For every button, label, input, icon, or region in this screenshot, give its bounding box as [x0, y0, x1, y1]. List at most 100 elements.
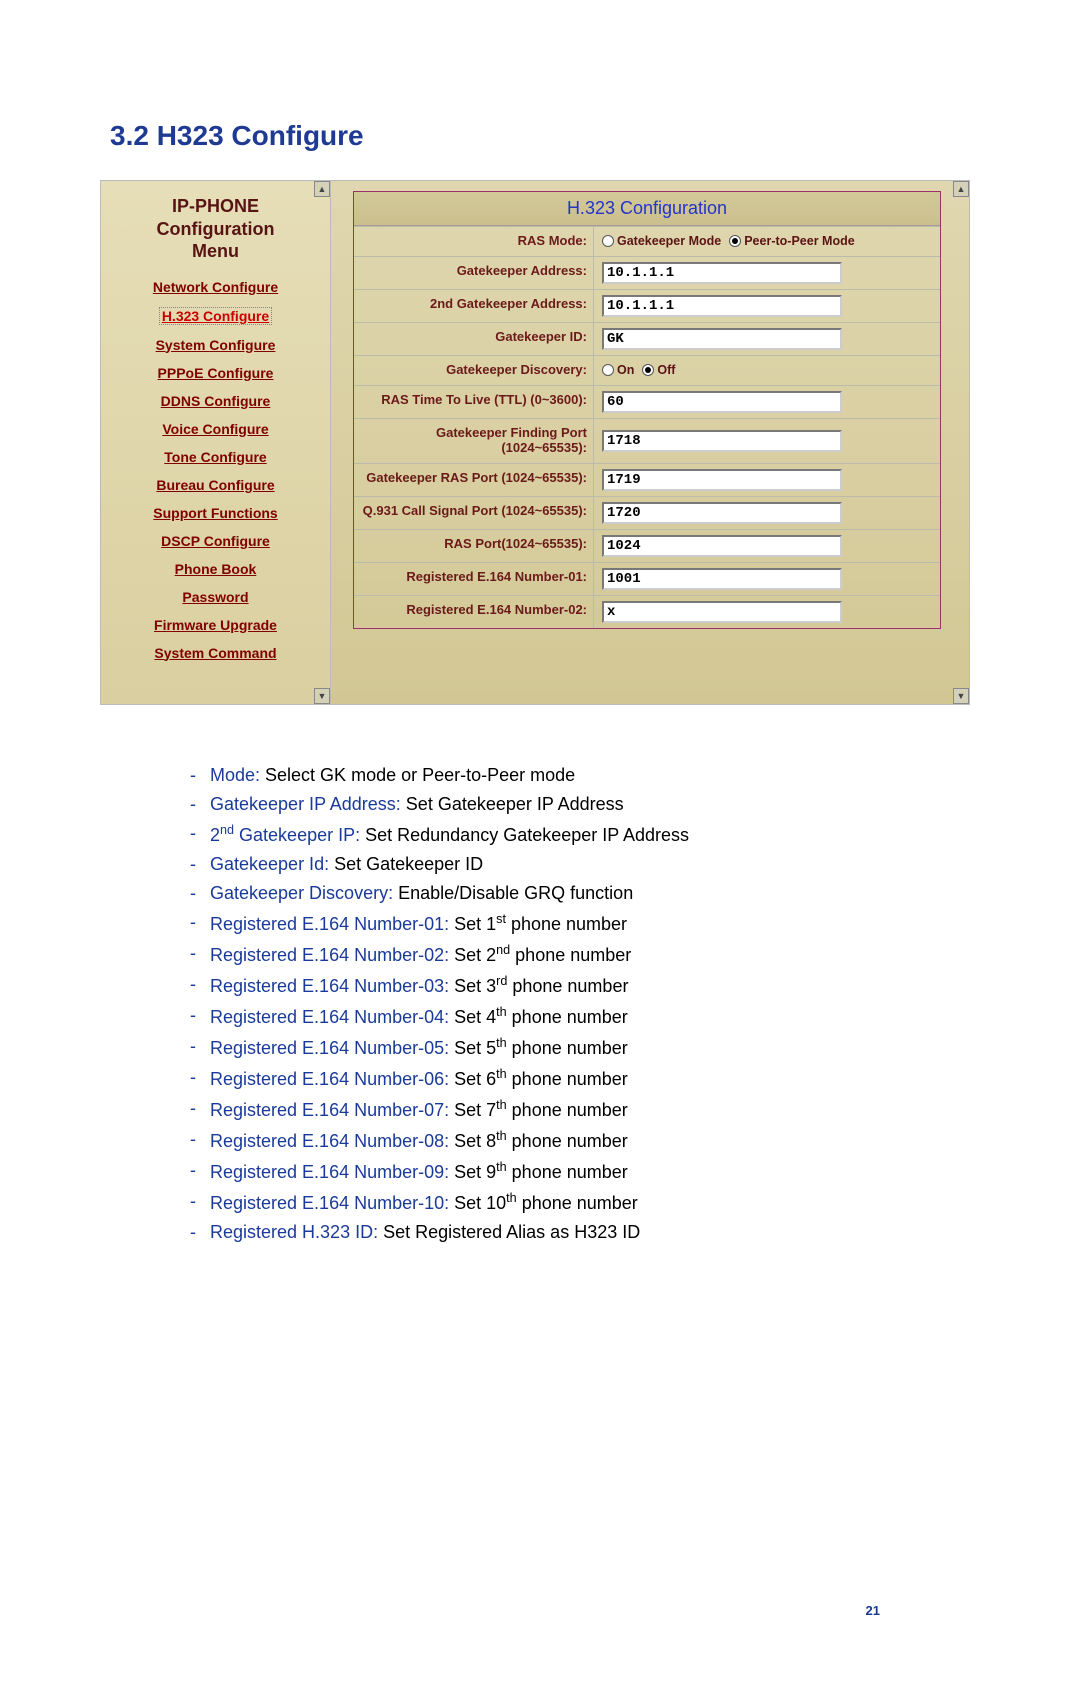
desc-item: -Registered E.164 Number-03: Set 3rd pho…: [190, 974, 980, 997]
desc-term: Registered E.164 Number-02:: [210, 945, 449, 965]
desc-item: -Gatekeeper Discovery: Enable/Disable GR…: [190, 883, 980, 904]
desc-item: -Registered E.164 Number-08: Set 8th pho…: [190, 1129, 980, 1152]
radio-on-icon: [642, 364, 654, 376]
desc-item: -Registered E.164 Number-07: Set 7th pho…: [190, 1098, 980, 1121]
h323-form: H.323 Configuration RAS Mode: Gatekeeper…: [353, 191, 941, 629]
label-gk-id: Gatekeeper ID:: [354, 323, 594, 355]
input-gk-addr2[interactable]: [602, 295, 842, 317]
row-gk-find-port: Gatekeeper Finding Port (1024~65535):: [354, 418, 940, 463]
sidebar-menu: Network Configure H.323 Configure System C…: [101, 275, 330, 661]
desc-text: Set Redundancy Gatekeeper IP Address: [360, 825, 689, 845]
dash: -: [190, 794, 210, 815]
sidebar-item[interactable]: System Command: [154, 645, 276, 661]
dash: -: [190, 1067, 210, 1090]
dash: -: [190, 854, 210, 875]
radio-disc-off[interactable]: Off: [642, 363, 675, 377]
desc-text: Set 6th phone number: [449, 1069, 628, 1089]
sidebar-item[interactable]: H.323 Configure: [159, 307, 272, 325]
desc-text: Set 9th phone number: [449, 1162, 628, 1182]
desc-text: Set 7th phone number: [449, 1100, 628, 1120]
sidebar-item[interactable]: Tone Configure: [164, 449, 266, 465]
sidebar-item[interactable]: System Configure: [156, 337, 276, 353]
dash: -: [190, 974, 210, 997]
desc-text: Set Registered Alias as H323 ID: [378, 1222, 640, 1242]
row-ras-mode: RAS Mode: Gatekeeper Mode Peer-to-Peer M…: [354, 226, 940, 256]
page-number: 21: [866, 1603, 880, 1618]
radio-peer-mode[interactable]: Peer-to-Peer Mode: [729, 234, 854, 248]
label-q931-port: Q.931 Call Signal Port (1024~65535):: [354, 497, 594, 529]
input-ras-ttl[interactable]: [602, 391, 842, 413]
sidebar-heading-line2: Configuration: [157, 219, 275, 239]
radio-on-icon: [729, 235, 741, 247]
input-gk-ras-port[interactable]: [602, 469, 842, 491]
input-e164-01[interactable]: [602, 568, 842, 590]
sidebar-item[interactable]: DDNS Configure: [161, 393, 271, 409]
label-e164-02: Registered E.164 Number-02:: [354, 596, 594, 628]
dash: -: [190, 1129, 210, 1152]
dash: -: [190, 912, 210, 935]
desc-term: Gatekeeper Discovery:: [210, 883, 393, 903]
dash: -: [190, 823, 210, 846]
input-gk-addr[interactable]: [602, 262, 842, 284]
desc-item: -Gatekeeper IP Address: Set Gatekeeper I…: [190, 794, 980, 815]
form-title: H.323 Configuration: [354, 192, 940, 226]
desc-text: Select GK mode or Peer-to-Peer mode: [260, 765, 575, 785]
row-q931-port: Q.931 Call Signal Port (1024~65535):: [354, 496, 940, 529]
input-gk-id[interactable]: [602, 328, 842, 350]
desc-text: Set Gatekeeper ID: [329, 854, 483, 874]
desc-text: Set 3rd phone number: [449, 976, 628, 996]
radio-label: Off: [657, 363, 675, 377]
desc-item: -Gatekeeper Id: Set Gatekeeper ID: [190, 854, 980, 875]
desc-term: Registered E.164 Number-10:: [210, 1193, 449, 1213]
desc-item: -Registered E.164 Number-04: Set 4th pho…: [190, 1005, 980, 1028]
desc-text: Set 2nd phone number: [449, 945, 631, 965]
sidebar-item[interactable]: PPPoE Configure: [158, 365, 274, 381]
desc-term: Registered E.164 Number-05:: [210, 1038, 449, 1058]
desc-item: -Registered E.164 Number-02: Set 2nd pho…: [190, 943, 980, 966]
input-e164-02[interactable]: [602, 601, 842, 623]
desc-term: Registered E.164 Number-09:: [210, 1162, 449, 1182]
sidebar-item[interactable]: Firmware Upgrade: [154, 617, 277, 633]
dash: -: [190, 1098, 210, 1121]
input-q931-port[interactable]: [602, 502, 842, 524]
desc-term: Registered E.164 Number-07:: [210, 1100, 449, 1120]
desc-item: -Registered E.164 Number-10: Set 10th ph…: [190, 1191, 980, 1214]
val-ras-mode: Gatekeeper Mode Peer-to-Peer Mode: [594, 227, 940, 256]
input-ras-port[interactable]: [602, 535, 842, 557]
sidebar-item[interactable]: Password: [182, 589, 248, 605]
scroll-down-icon[interactable]: ▼: [314, 688, 330, 704]
sidebar-item[interactable]: Voice Configure: [162, 421, 268, 437]
desc-item: -Registered E.164 Number-06: Set 6th pho…: [190, 1067, 980, 1090]
sidebar-heading-line3: Menu: [192, 241, 239, 261]
scroll-up-icon[interactable]: ▲: [314, 181, 330, 197]
desc-item: -Registered E.164 Number-09: Set 9th pho…: [190, 1160, 980, 1183]
sidebar-item[interactable]: Phone Book: [175, 561, 257, 577]
desc-text: Enable/Disable GRQ function: [393, 883, 633, 903]
sidebar-item[interactable]: DSCP Configure: [161, 533, 270, 549]
form-panel: ▲ H.323 Configuration RAS Mode: Gatekeep…: [331, 181, 969, 704]
radio-disc-on[interactable]: On: [602, 363, 634, 377]
sidebar-item[interactable]: Bureau Configure: [156, 477, 274, 493]
row-gk-addr: Gatekeeper Address:: [354, 256, 940, 289]
sidebar-heading-line1: IP-PHONE: [172, 196, 259, 216]
radio-gatekeeper-mode[interactable]: Gatekeeper Mode: [602, 234, 721, 248]
label-ras-port: RAS Port(1024~65535):: [354, 530, 594, 562]
scroll-up-icon[interactable]: ▲: [953, 181, 969, 197]
radio-off-icon: [602, 364, 614, 376]
radio-off-icon: [602, 235, 614, 247]
config-screenshot: ▲ IP-PHONE Configuration Menu Network Co…: [100, 180, 970, 705]
label-gk-disc: Gatekeeper Discovery:: [354, 356, 594, 385]
sidebar-heading: IP-PHONE Configuration Menu: [101, 181, 330, 275]
input-gk-find-port[interactable]: [602, 430, 842, 452]
sidebar-item[interactable]: Support Functions: [153, 505, 277, 521]
desc-text: Set 8th phone number: [449, 1131, 628, 1151]
sidebar-item[interactable]: Network Configure: [153, 279, 278, 295]
dash: -: [190, 1036, 210, 1059]
label-gk-ras-port: Gatekeeper RAS Port (1024~65535):: [354, 464, 594, 496]
desc-term: Registered E.164 Number-01:: [210, 914, 449, 934]
desc-item: -Registered E.164 Number-05: Set 5th pho…: [190, 1036, 980, 1059]
label-gk-addr2: 2nd Gatekeeper Address:: [354, 290, 594, 322]
desc-term: Gatekeeper IP Address:: [210, 794, 401, 814]
row-ras-ttl: RAS Time To Live (TTL) (0~3600):: [354, 385, 940, 418]
scroll-down-icon[interactable]: ▼: [953, 688, 969, 704]
